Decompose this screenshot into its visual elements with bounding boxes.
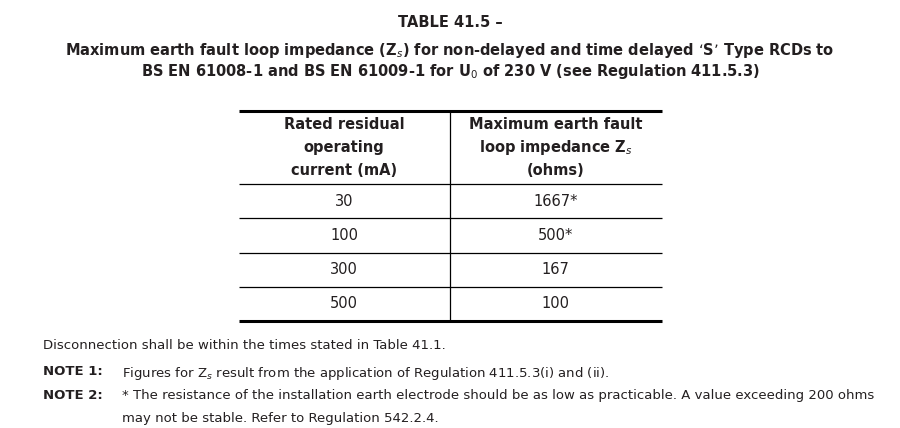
Text: 30: 30 <box>335 193 354 209</box>
Text: (ohms): (ohms) <box>526 163 585 178</box>
Text: 500*: 500* <box>538 228 573 243</box>
Text: 100: 100 <box>330 228 358 243</box>
Text: * The resistance of the installation earth electrode should be as low as practic: * The resistance of the installation ear… <box>122 389 874 402</box>
Text: Disconnection shall be within the times stated in Table 41.1.: Disconnection shall be within the times … <box>43 339 446 352</box>
Text: NOTE 2:: NOTE 2: <box>43 389 103 402</box>
Text: operating: operating <box>304 140 384 155</box>
Text: loop impedance Z$_s$: loop impedance Z$_s$ <box>479 138 633 157</box>
Text: 500: 500 <box>330 296 358 312</box>
Text: Rated residual: Rated residual <box>284 117 405 132</box>
Text: 300: 300 <box>330 262 358 277</box>
Text: TABLE 41.5 –: TABLE 41.5 – <box>398 15 502 30</box>
Text: 167: 167 <box>542 262 570 277</box>
Text: BS EN 61008-1 and BS EN 61009-1 for U$_0$ of 230 V (see Regulation 411.5.3): BS EN 61008-1 and BS EN 61009-1 for U$_0… <box>140 62 760 81</box>
Text: Figures for Z$_s$ result from the application of Regulation 411.5.3(i) and (ii).: Figures for Z$_s$ result from the applic… <box>122 365 609 382</box>
Text: may not be stable. Refer to Regulation 542.2.4.: may not be stable. Refer to Regulation 5… <box>122 412 438 425</box>
Text: Maximum earth fault loop impedance (Z$_s$) for non-delayed and time delayed ‘S’ : Maximum earth fault loop impedance (Z$_s… <box>66 41 834 59</box>
Text: NOTE 1:: NOTE 1: <box>43 365 103 377</box>
Text: 1667*: 1667* <box>534 193 578 209</box>
Text: Maximum earth fault: Maximum earth fault <box>469 117 643 132</box>
Text: 100: 100 <box>542 296 570 312</box>
Text: current (mA): current (mA) <box>292 163 397 178</box>
